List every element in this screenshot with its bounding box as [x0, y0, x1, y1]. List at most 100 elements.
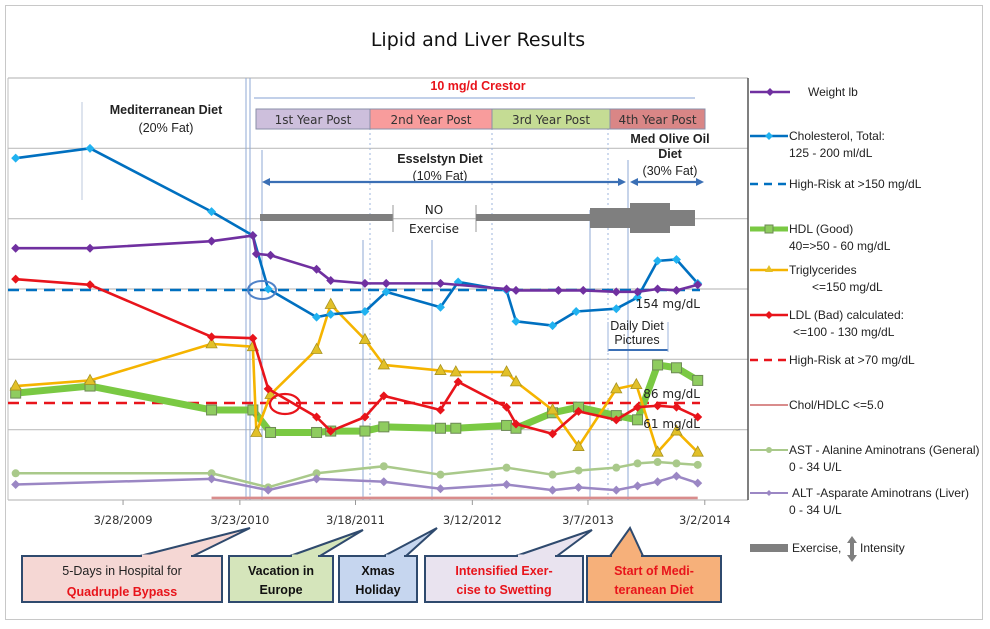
data-point-hdl — [670, 362, 682, 374]
data-point-ldl — [453, 377, 463, 387]
callout-box: Start of Medi-teranean Diet — [586, 526, 722, 603]
intensity-arrow-icon — [847, 536, 857, 562]
legend-label: 0 - 34 U/L — [789, 503, 842, 517]
data-point-alt — [611, 485, 621, 495]
data-point-ldl — [633, 402, 643, 412]
data-point-weight — [381, 278, 391, 288]
data-point-weight — [312, 264, 322, 274]
data-point-weight — [671, 285, 681, 295]
callout-line2: Holiday — [355, 583, 400, 597]
x-tick-label: 3/23/2010 — [210, 513, 269, 527]
data-point-alt — [379, 477, 389, 487]
data-point-cholesterol — [381, 287, 391, 297]
data-point-weight — [207, 236, 217, 246]
legend-label: LDL (Bad) calculated: — [789, 308, 904, 322]
foreground-annotations: 10 mg/d Crestor 1st Year Post 2nd Year Pos… — [110, 79, 710, 431]
data-point-hdl — [265, 426, 277, 438]
data-point-weight — [511, 285, 521, 295]
series-layer — [9, 143, 704, 500]
data-point-cholesterol — [571, 307, 581, 317]
data-point-ldl — [207, 332, 217, 342]
no-exercise-label: Exercise — [409, 222, 459, 236]
data-point-cholesterol — [326, 309, 336, 319]
data-point-triglycerides — [9, 379, 22, 391]
x-tick-label: 3/2/2014 — [679, 513, 731, 527]
data-point-weight — [248, 231, 258, 241]
series-line-alt — [15, 474, 699, 492]
data-point-weight — [326, 276, 336, 286]
data-point-cholesterol — [548, 321, 558, 331]
data-point-hdl — [692, 374, 704, 386]
series-line-cholesterol — [15, 147, 699, 327]
chart-title: Lipid and Liver Results — [371, 29, 585, 51]
callout-rect — [21, 555, 223, 603]
legend-swatch-exercise — [750, 544, 788, 552]
legend-label: HDL (Good) — [789, 222, 853, 236]
callout-rect — [228, 555, 334, 603]
data-point-hdl — [206, 404, 218, 416]
data-point-ast — [672, 459, 681, 468]
data-point-ast — [502, 463, 511, 472]
data-point-ldl — [574, 406, 584, 416]
data-point-cholesterol — [653, 256, 663, 266]
arrow-head-left — [262, 178, 270, 186]
data-point-cholesterol — [207, 207, 217, 217]
data-point-hdl — [632, 414, 644, 426]
callout-box: Vacation in Europe — [228, 529, 364, 603]
data-label: 154 mg/dL — [636, 297, 701, 311]
data-point-triglycerides — [691, 445, 704, 457]
callout-box: Xmas Holiday — [338, 527, 438, 603]
data-point-triglycerides — [264, 387, 277, 399]
data-point-hdl — [652, 359, 664, 371]
data-point-cholesterol — [611, 304, 621, 314]
legend-marker — [766, 490, 772, 496]
legend-label: AST - Alanine Aminotrans (General) — [789, 443, 980, 457]
callout-rect — [424, 555, 584, 603]
data-point-cholesterol — [360, 307, 370, 317]
chart-frame — [5, 5, 983, 620]
data-point-triglycerides — [449, 365, 462, 377]
data-point-triglycerides — [83, 373, 97, 385]
legend-marker — [766, 447, 772, 453]
data-point-triglycerides — [358, 332, 372, 345]
x-tick-label: 3/28/2009 — [94, 513, 153, 527]
data-point-ldl — [248, 333, 258, 343]
year-band — [609, 108, 706, 130]
series-line-weight — [15, 234, 699, 294]
callout-line1: Vacation in — [248, 564, 314, 578]
data-point-ldl — [360, 412, 370, 422]
legend-label: 40=>50 - 60 mg/dL — [789, 239, 891, 253]
data-point-ast — [11, 469, 20, 478]
data-point-ldl — [502, 402, 512, 412]
data-point-ast — [693, 460, 702, 469]
data-point-hdl — [359, 425, 371, 437]
data-point-ast — [548, 470, 557, 479]
data-point-ldl — [11, 274, 21, 284]
callout-line2: cise to Swetting — [456, 583, 551, 597]
data-point-weight — [502, 284, 512, 294]
data-point-ldl — [511, 419, 521, 429]
x-tick-label: 3/18/2011 — [326, 513, 385, 527]
series-ast — [11, 458, 702, 492]
data-point-ldl — [326, 426, 336, 436]
diet-sub: (10% Fat) — [413, 169, 468, 183]
series-hdl — [10, 359, 704, 438]
diet-sub: (20% Fat) — [139, 121, 194, 135]
callout-line2: teranean Diet — [614, 583, 694, 597]
series-line-ast — [15, 460, 698, 489]
data-point-cholesterol — [633, 292, 643, 302]
data-point-hdl — [434, 422, 446, 434]
x-axis: 3/28/2009 3/23/2010 3/18/2011 3/12/2012 3/7/… — [94, 500, 731, 527]
data-point-alt — [633, 481, 643, 491]
callout-pointer — [139, 527, 251, 557]
data-point-weight — [633, 287, 643, 297]
legend-marker — [764, 224, 774, 234]
callout-line1: Xmas — [361, 564, 394, 578]
data-point-triglycerides — [572, 439, 585, 451]
callout-pointer — [383, 527, 438, 557]
data-point-hdl — [247, 404, 259, 416]
highlight-ellipse — [268, 392, 302, 416]
data-point-ast — [612, 463, 621, 472]
data-point-ldl — [85, 280, 95, 290]
legend-label: Intensity — [860, 541, 905, 555]
